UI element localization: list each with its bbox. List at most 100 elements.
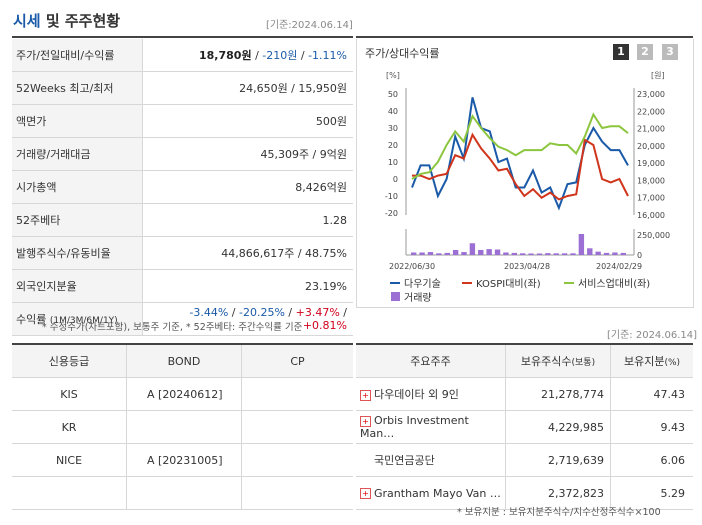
right-tick-label: 17,000 <box>637 194 665 203</box>
volume-bar <box>553 253 559 255</box>
quote-row-beta: 52주베타 1.28 <box>12 203 353 237</box>
expand-icon[interactable]: + <box>360 415 371 427</box>
sep: / <box>339 306 347 319</box>
holder-name-cell: + Grantham Mayo Van … <box>356 476 506 510</box>
mcap-label: 시가총액 <box>12 170 143 204</box>
credit-cp <box>241 476 353 510</box>
quote-row-foreign: 외국인지분율 23.19% <box>12 269 353 303</box>
volume-bar <box>444 252 450 255</box>
return-period: (1M/3M/6M/1Y) <box>49 316 118 326</box>
volume-bar <box>536 253 543 255</box>
expand-icon[interactable]: + <box>360 488 371 499</box>
chart-panel <box>356 39 694 308</box>
return-1m: -3.44% <box>189 306 229 319</box>
credit-bond <box>126 476 242 510</box>
volume-bar <box>620 252 626 255</box>
volume-value: 45,309주 / 9억원 <box>142 137 353 171</box>
credit-cp <box>241 443 353 477</box>
w52-label: 52Weeks 최고/최저 <box>12 71 143 105</box>
credit-agency: NICE <box>12 443 127 477</box>
x-tick-label: 2023/04/28 <box>504 262 550 271</box>
table-row: + 다우데이타 외 9인 21,278,774 47.43 <box>356 377 693 411</box>
price-change-pct: -1.11% <box>308 49 347 62</box>
holder-name[interactable]: 다우데이타 외 9인 <box>374 388 459 401</box>
volume-bar <box>561 253 568 255</box>
price-chart: [%] [원] 50 40 30 20 10 0 -10 -20 23,000 22,000 21,… <box>385 71 670 304</box>
beta-label: 52주베타 <box>12 203 143 237</box>
quote-footnote: * 수정주가(차트포함), 보통주 기준, * 52주베타: 주간수익률 기준 <box>42 322 303 333</box>
holder-pct: 47.43 <box>610 377 693 411</box>
return-value: -3.44% / -20.25% / +3.47% / +0.81% <box>142 302 353 336</box>
volume-bar <box>603 252 610 255</box>
holder-shares: 21,278,774 <box>505 377 611 411</box>
series-line-1 <box>412 132 629 201</box>
holder-name-cell: + Orbis Investment Man… <box>356 410 506 444</box>
credit-header-agency: 신용등급 <box>12 345 127 378</box>
quote-base-date: [기준:2024.06.14] <box>266 20 353 31</box>
holder-name[interactable]: Grantham Mayo Van … <box>374 486 501 500</box>
credit-top-border <box>12 343 353 345</box>
expand-icon[interactable]: + <box>360 389 371 401</box>
legend-dow: 다우기술 <box>404 278 441 290</box>
legend-swatch-volume <box>391 292 400 301</box>
right-tick-label: 19,000 <box>637 159 665 168</box>
volume-bar <box>494 249 501 255</box>
shares-label: 발행주식수/유동비율 <box>12 236 143 270</box>
volume-bar <box>511 252 517 255</box>
left-tick-label: 0 <box>393 175 398 184</box>
left-tick-label: 30 <box>388 124 398 133</box>
series-lines <box>411 97 629 211</box>
holders-header-pct-text: 보유지분 <box>623 355 665 368</box>
left-tick-label: 20 <box>388 141 398 150</box>
right-tick-label: 21,000 <box>637 125 665 134</box>
volume-bar <box>419 252 425 255</box>
volume-bar <box>469 243 476 255</box>
holder-name[interactable]: Orbis Investment Man… <box>360 414 469 440</box>
right-tick-label: 18,000 <box>637 176 665 185</box>
sep: / <box>228 306 239 319</box>
holders-top-border <box>356 343 693 345</box>
sep: / <box>284 306 296 319</box>
holder-pct: 6.06 <box>610 443 693 477</box>
chart-tab-3[interactable]: 3 <box>662 44 678 60</box>
credit-header-cp: CP <box>241 345 353 378</box>
price-label: 주가/전일대비/수익률 <box>12 39 143 72</box>
sep: / <box>297 49 309 62</box>
chart-top-border <box>356 36 693 38</box>
chart-tab-2[interactable]: 2 <box>637 44 653 60</box>
table-row <box>12 476 353 510</box>
holders-header-pct-unit: (%) <box>664 358 681 368</box>
right-tick-label: 23,000 <box>637 90 665 99</box>
volume-bars <box>411 234 626 255</box>
table-row: + Grantham Mayo Van … 2,372,823 5.29 <box>356 476 693 510</box>
x-tick-label: 2022/06/30 <box>389 262 435 271</box>
holder-pct: 5.29 <box>610 476 693 510</box>
table-row: KIS A [20240612] <box>12 377 353 411</box>
left-unit: [%] <box>386 71 400 80</box>
volume-bar <box>587 248 593 255</box>
quote-row-52w: 52Weeks 최고/최저 24,650원 / 15,950원 <box>12 71 353 105</box>
table-row: KR <box>12 410 353 444</box>
foreign-value: 23.19% <box>142 269 353 303</box>
chart-tab-1[interactable]: 1 <box>613 44 629 60</box>
volume-tick-label: 250,000 <box>637 231 670 240</box>
volume-bar <box>578 234 585 255</box>
holders-header-row: 주요주주 보유주식수(보통) 보유지분(%) <box>356 345 693 378</box>
credit-agency: KIS <box>12 377 127 411</box>
volume-bar <box>528 253 534 255</box>
left-tick-label: -10 <box>385 192 398 201</box>
foreign-label: 외국인지분율 <box>12 269 143 303</box>
credit-cp <box>241 410 353 444</box>
quote-row-volume: 거래량/거래대금 45,309주 / 9억원 <box>12 137 353 171</box>
credit-agency <box>12 476 127 510</box>
return-label-text: 수익률 <box>16 313 47 326</box>
credit-cp <box>241 377 353 411</box>
right-unit: [원] <box>651 71 665 80</box>
quote-row-return: 수익률 (1M/3M/6M/1Y) -3.44% / -20.25% / +3.… <box>12 302 353 336</box>
return-label: 수익률 (1M/3M/6M/1Y) <box>12 302 143 336</box>
price: 18,780원 <box>199 49 252 62</box>
return-1y: +0.81% <box>302 319 347 332</box>
holders-header-shares-unit: (보통) <box>571 358 596 368</box>
quote-top-border <box>12 36 353 38</box>
quote-row-shares: 발행주식수/유동비율 44,866,617주 / 48.75% <box>12 236 353 270</box>
